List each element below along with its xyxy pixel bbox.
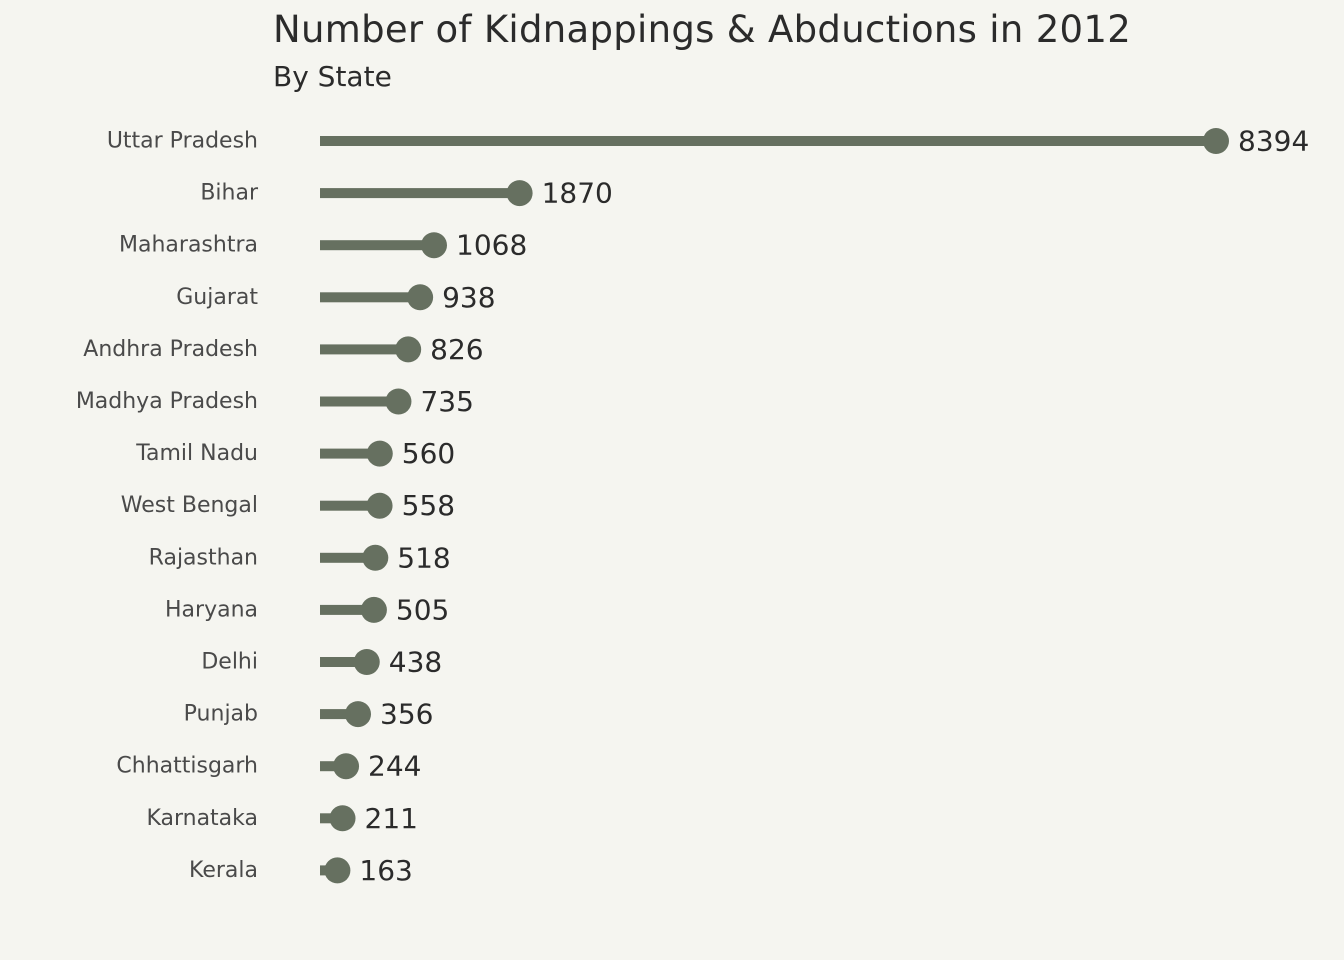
bar-chhattisgarh — [320, 761, 347, 772]
bar-maharashtra — [320, 240, 435, 251]
value-label-tamil-nadu: 560 — [402, 437, 455, 470]
point-karnataka — [329, 805, 356, 832]
category-label-west-bengal: West Bengal — [121, 493, 258, 518]
value-label-maharashtra: 1068 — [456, 229, 527, 262]
bar-bihar — [320, 188, 520, 199]
value-label-andhra-pradesh: 826 — [430, 333, 483, 366]
bar-rajasthan — [320, 552, 376, 563]
point-kerala — [324, 857, 351, 884]
point-andhra-pradesh — [395, 336, 422, 363]
category-label-punjab: Punjab — [184, 702, 258, 727]
value-label-madhya-pradesh: 735 — [420, 385, 473, 418]
value-label-uttar-pradesh: 8394 — [1238, 125, 1309, 158]
point-uttar-pradesh — [1203, 128, 1229, 154]
point-madhya-pradesh — [385, 388, 412, 415]
category-label-maharashtra: Maharashtra — [119, 233, 258, 258]
point-tamil-nadu — [366, 440, 393, 467]
category-label-madhya-pradesh: Madhya Pradesh — [76, 389, 258, 414]
point-chhattisgarh — [333, 753, 360, 780]
value-label-haryana: 505 — [396, 593, 449, 626]
value-label-kerala: 163 — [359, 854, 412, 887]
value-label-punjab: 356 — [380, 698, 433, 731]
category-label-karnataka: Karnataka — [146, 806, 258, 831]
chart-subtitle: By State — [273, 60, 392, 93]
value-label-bihar: 1870 — [542, 177, 613, 210]
bar-tamil-nadu — [320, 448, 380, 459]
point-delhi — [353, 649, 380, 675]
chart-title: Number of Kidnappings & Abductions in 20… — [273, 8, 1132, 51]
category-label-andhra-pradesh: Andhra Pradesh — [83, 337, 258, 362]
bar-andhra-pradesh — [320, 344, 409, 355]
category-label-gujarat: Gujarat — [176, 285, 258, 310]
value-label-gujarat: 938 — [442, 281, 495, 314]
point-bihar — [506, 180, 533, 207]
bar-haryana — [320, 604, 374, 615]
value-label-rajasthan: 518 — [397, 541, 450, 574]
bar-west-bengal — [320, 500, 380, 511]
point-gujarat — [407, 284, 434, 311]
bar-gujarat — [320, 292, 421, 303]
value-label-karnataka: 211 — [365, 802, 418, 835]
category-label-tamil-nadu: Tamil Nadu — [135, 441, 258, 466]
point-haryana — [360, 596, 387, 623]
value-label-chhattisgarh: 244 — [368, 750, 421, 783]
point-rajasthan — [362, 544, 389, 571]
bar-madhya-pradesh — [320, 396, 399, 407]
point-maharashtra — [421, 232, 448, 259]
category-label-delhi: Delhi — [201, 650, 258, 675]
value-label-west-bengal: 558 — [402, 489, 455, 522]
category-label-uttar-pradesh: Uttar Pradesh — [107, 129, 258, 154]
bar-uttar-pradesh — [320, 136, 1216, 146]
bar-punjab — [320, 709, 359, 720]
category-label-chhattisgarh: Chhattisgarh — [116, 754, 258, 779]
category-label-bihar: Bihar — [200, 181, 259, 206]
point-punjab — [345, 701, 372, 728]
point-west-bengal — [366, 492, 393, 519]
category-label-kerala: Kerala — [189, 858, 258, 883]
value-label-delhi: 438 — [389, 646, 442, 679]
category-label-haryana: Haryana — [165, 597, 258, 622]
bar-delhi — [320, 657, 367, 667]
category-label-rajasthan: Rajasthan — [149, 545, 258, 570]
